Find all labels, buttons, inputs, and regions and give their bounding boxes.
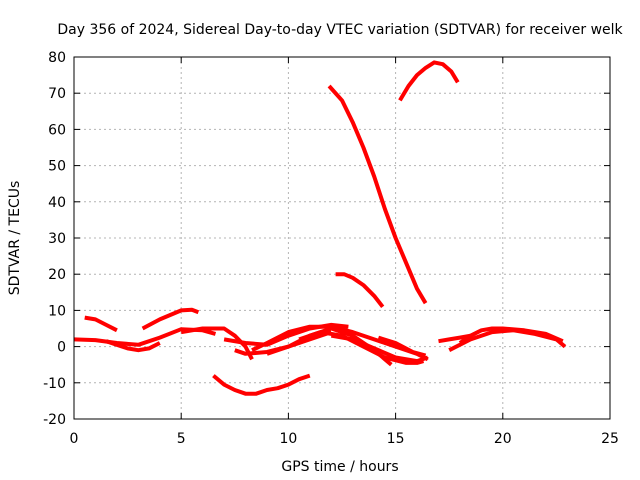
y-tick-label: 30 (48, 231, 66, 247)
series-arc-4 (141, 307, 200, 331)
series-arc-3 (105, 339, 161, 353)
chart-title: Day 356 of 2024, Sidereal Day-to-day VTE… (57, 22, 623, 38)
grid (74, 57, 610, 419)
x-tick-label: 20 (494, 431, 512, 447)
x-tick-label: 15 (387, 431, 405, 447)
series-arc-2 (84, 315, 118, 333)
y-tick-label: 80 (48, 50, 66, 66)
y-axis-label: SDTVAR / TECUs (7, 181, 23, 296)
x-tick-label: 0 (70, 431, 79, 447)
series-arc-16 (377, 335, 427, 358)
x-axis-label: GPS time / hours (281, 459, 398, 475)
series-arc-19 (448, 328, 567, 352)
series-arc-5 (180, 326, 254, 361)
x-tick-label: 10 (279, 431, 297, 447)
y-tick-label: 10 (48, 303, 66, 319)
y-tick-label: 60 (48, 122, 66, 138)
series-arc-17 (438, 333, 471, 344)
y-tick-label: 20 (48, 267, 66, 283)
y-tick-label: 0 (57, 340, 66, 356)
tick-labels: 0 5 10 15 20 25 -20 -10 0 10 20 30 40 50 60 70 80 (43, 50, 619, 447)
ticks (73, 56, 611, 420)
y-tick-label: 40 (48, 195, 66, 211)
series-arc-6 (212, 373, 311, 396)
x-tick-label: 5 (177, 431, 186, 447)
series-arc-13 (327, 84, 428, 305)
y-tick-label: 50 (48, 159, 66, 175)
series-arc-15 (398, 60, 460, 102)
y-tick-label: 70 (48, 86, 66, 102)
series-arc-12 (330, 333, 429, 364)
series-arc-14 (335, 272, 385, 309)
data-series (73, 60, 567, 396)
series-arc-18 (458, 326, 564, 345)
x-tick-label: 25 (601, 431, 619, 447)
y-tick-label: -10 (43, 376, 66, 392)
series-arc-11 (298, 330, 425, 365)
y-tick-label: -20 (43, 412, 66, 428)
